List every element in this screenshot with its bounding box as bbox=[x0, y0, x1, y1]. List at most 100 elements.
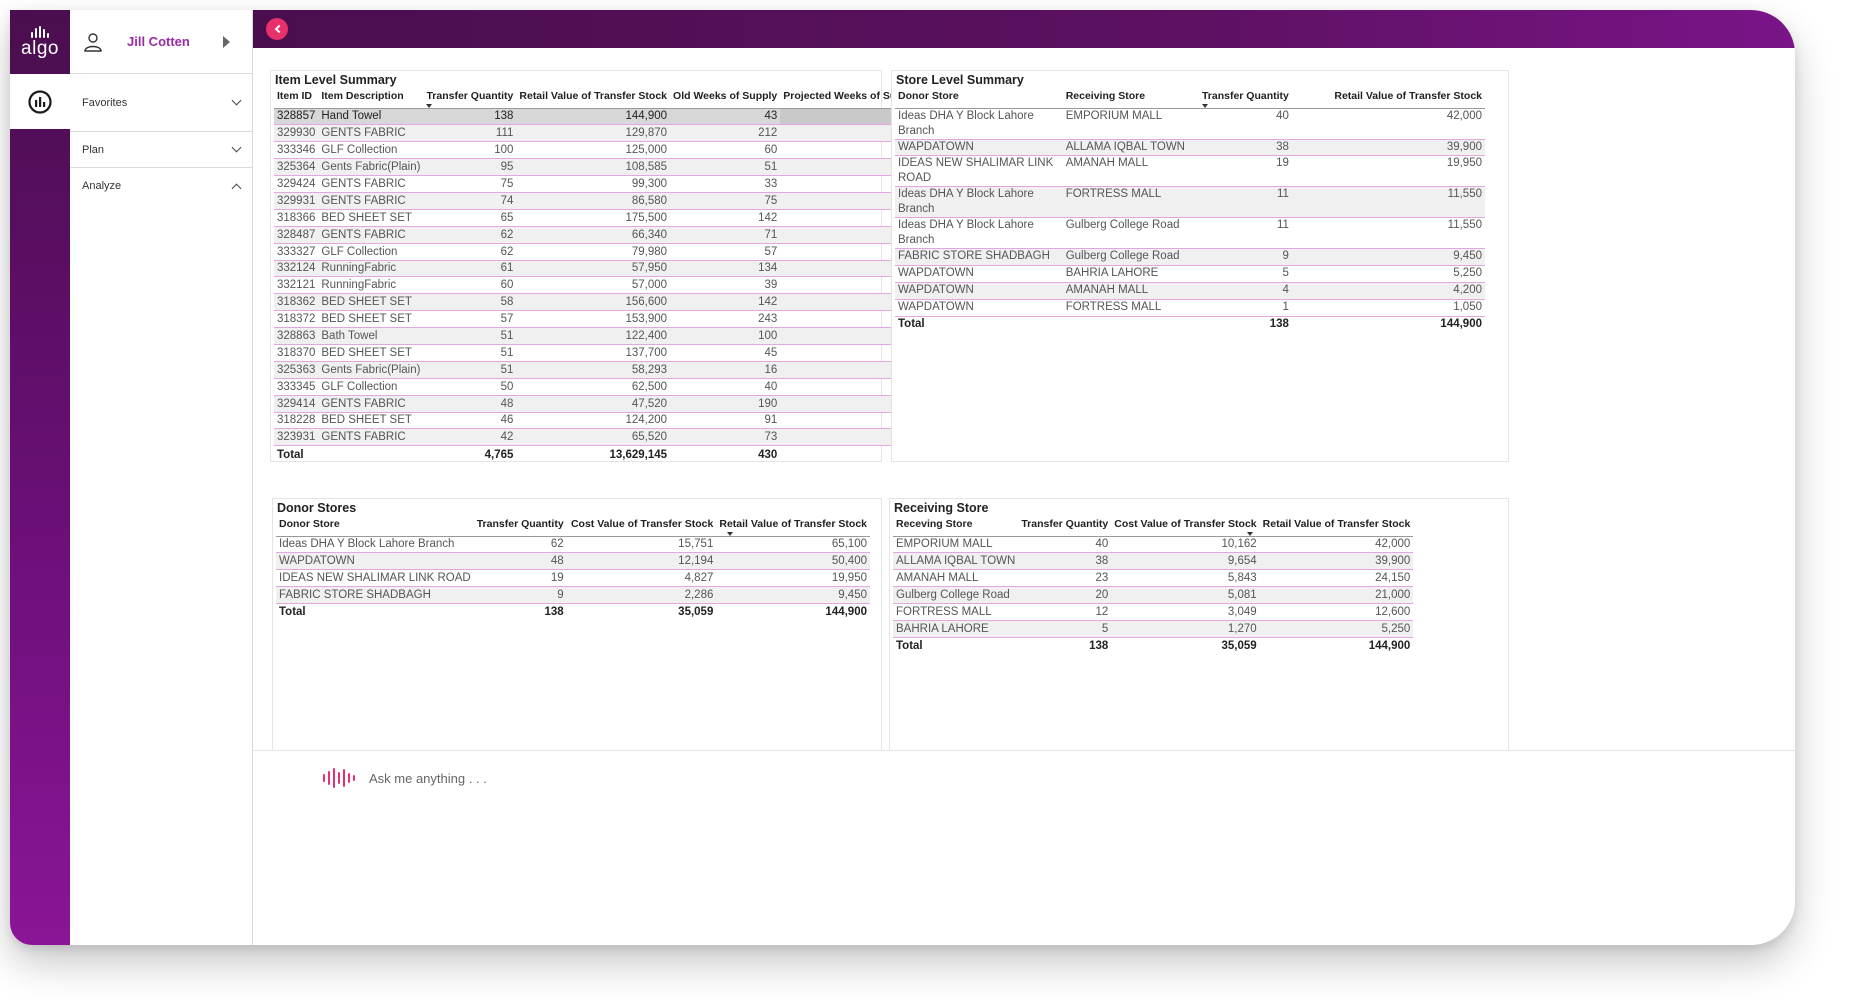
col-header[interactable]: Item ID bbox=[277, 90, 313, 102]
col-header[interactable]: Donor Store bbox=[898, 90, 959, 102]
table-cell: 9,450 bbox=[1291, 248, 1485, 267]
col-header-sorted[interactable]: Retail Value of Transfer Stock bbox=[716, 518, 870, 536]
table-cell: 57 bbox=[423, 310, 517, 329]
sidebar: Jill Cotten Favorites Plan Analyze bbox=[70, 10, 253, 945]
table-row[interactable]: FORTRESS MALL 12 3,049 12,600 bbox=[893, 603, 1414, 621]
sort-desc-icon bbox=[1247, 532, 1254, 536]
table-row[interactable]: WAPDATOWN BAHRIA LAHORE 5 5,250 bbox=[895, 265, 1485, 284]
table-row[interactable]: Ideas DHA Y Block Lahore Branch 62 15,751 6… bbox=[276, 536, 870, 554]
col-header-sorted[interactable]: Retail Value of Transfer Stock bbox=[1247, 518, 1414, 536]
voice-wave-icon[interactable] bbox=[323, 768, 355, 788]
total-cell: 35,059 bbox=[1221, 640, 1257, 653]
table-row[interactable]: AMANAH MALL 23 5,843 24,150 bbox=[893, 569, 1414, 588]
chevron-down-icon bbox=[231, 95, 242, 106]
table-cell: 60 bbox=[670, 141, 781, 160]
table-row[interactable]: ALLAMA IQBAL TOWN 38 9,654 39,900 bbox=[893, 552, 1414, 571]
col-header[interactable]: Transfer Quantity bbox=[1021, 518, 1109, 530]
expand-arrow-icon[interactable] bbox=[223, 35, 230, 48]
table-row[interactable]: IDEAS NEW SHALIMAR LINK ROAD 19 4,827 19,95… bbox=[276, 569, 870, 588]
table-cell: Ideas DHA Y Block Lahore Branch bbox=[895, 108, 1063, 140]
col-header[interactable]: Cost Value of Transfer Stock bbox=[570, 518, 714, 530]
table-cell: 1,050 bbox=[1291, 299, 1485, 317]
table-row[interactable]: IDEAS NEW SHALIMAR LINK ROAD AMANAH MALL 1… bbox=[895, 155, 1485, 188]
table-cell: FORTRESS MALL bbox=[1062, 299, 1199, 317]
logo-bars-icon bbox=[31, 25, 49, 38]
table-cell: Ideas DHA Y Block Lahore Branch bbox=[895, 217, 1063, 250]
user-profile[interactable]: Jill Cotten bbox=[70, 10, 252, 74]
user-icon bbox=[84, 32, 102, 52]
table-cell: 65,520 bbox=[516, 428, 671, 447]
col-header[interactable]: Item Description bbox=[321, 90, 404, 102]
table-cell: 11,550 bbox=[1291, 186, 1485, 219]
col-header[interactable]: Retail Value of Transfer Stock bbox=[519, 90, 668, 102]
nav-analyze[interactable]: Analyze bbox=[70, 168, 252, 204]
analytics-nav-button[interactable] bbox=[10, 74, 70, 129]
algo-logo[interactable]: algo bbox=[10, 10, 70, 74]
back-button[interactable] bbox=[266, 18, 288, 40]
table-row[interactable]: Gulberg College Road 20 5,081 21,000 bbox=[893, 586, 1414, 605]
table-cell: 329414 bbox=[274, 395, 319, 413]
nav-plan[interactable]: Plan bbox=[70, 132, 252, 168]
table-cell: EMPORIUM MALL bbox=[893, 536, 1019, 554]
total-cell: 138 bbox=[544, 606, 564, 619]
table-cell: AMANAH MALL bbox=[1062, 282, 1199, 301]
table-row[interactable]: WAPDATOWN 48 12,194 50,400 bbox=[276, 552, 870, 571]
table-cell: 71 bbox=[670, 226, 781, 244]
table-row[interactable]: FABRIC STORE SHADBAGH 9 2,286 9,450 bbox=[276, 586, 870, 605]
ask-input-placeholder[interactable]: Ask me anything . . . bbox=[369, 770, 487, 786]
table-cell: 243 bbox=[670, 310, 781, 329]
col-header[interactable]: Donor Store bbox=[279, 518, 340, 530]
table-row[interactable]: Ideas DHA Y Block Lahore Branch EMPORIUM … bbox=[895, 108, 1485, 140]
col-header[interactable]: Transfer Quantity bbox=[476, 518, 564, 530]
col-header[interactable]: Receving Store bbox=[896, 518, 973, 530]
col-header[interactable]: Receiving Store bbox=[1065, 90, 1146, 102]
table-cell: 138 bbox=[423, 108, 517, 126]
table-cell: 57,950 bbox=[516, 260, 671, 278]
col-header-sorted[interactable]: Transfer Quantity bbox=[423, 90, 516, 108]
sort-desc-icon bbox=[426, 104, 433, 108]
table-row[interactable]: BAHRIA LAHORE 5 1,270 5,250 bbox=[893, 620, 1414, 638]
table-cell: 39,900 bbox=[1291, 139, 1485, 157]
table-row[interactable]: Ideas DHA Y Block Lahore Branch FORTRESS … bbox=[895, 186, 1485, 219]
table-cell: 50 bbox=[423, 378, 517, 396]
table-cell: 61 bbox=[423, 260, 517, 278]
table-row[interactable]: Ideas DHA Y Block Lahore Branch Gulberg C… bbox=[895, 217, 1485, 250]
nav-favorites[interactable]: Favorites bbox=[70, 74, 252, 132]
col-header[interactable]: Retail Value of Transfer Stock bbox=[1334, 90, 1482, 102]
col-header[interactable]: Cost Value of Transfer Stock bbox=[1114, 518, 1257, 530]
total-cell: 144,900 bbox=[1440, 317, 1482, 330]
table-cell: 40 bbox=[1198, 108, 1292, 140]
ask-bar[interactable]: Ask me anything . . . bbox=[323, 768, 487, 788]
col-header-sorted[interactable]: Transfer Quantity bbox=[1199, 90, 1292, 108]
table-row[interactable]: WAPDATOWN AMANAH MALL 4 4,200 bbox=[895, 282, 1485, 301]
table-cell: 1,270 bbox=[1111, 620, 1260, 638]
table-cell: 38 bbox=[1198, 139, 1292, 157]
table-cell: 62 bbox=[423, 226, 517, 244]
table-row[interactable]: WAPDATOWN ALLAMA IQBAL TOWN 38 39,900 bbox=[895, 139, 1485, 157]
table-row[interactable]: FABRIC STORE SHADBAGH Gulberg College Roa… bbox=[895, 248, 1485, 267]
col-header[interactable]: Old Weeks of Supply bbox=[673, 90, 778, 102]
col-header[interactable]: Projected Weeks of Supply bbox=[783, 90, 918, 102]
table-row[interactable]: EMPORIUM MALL 40 10,162 42,000 bbox=[893, 536, 1414, 554]
table-row[interactable]: WAPDATOWN FORTRESS MALL 1 1,050 bbox=[895, 299, 1485, 317]
